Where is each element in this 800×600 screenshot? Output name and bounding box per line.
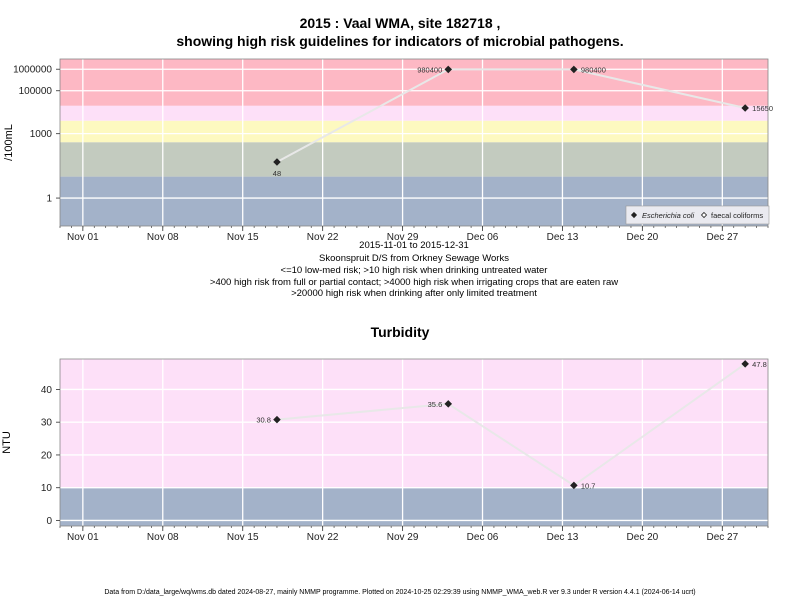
y-tick-label-2: 100000 bbox=[19, 86, 53, 97]
y-tick-label-3: 30 bbox=[41, 418, 53, 429]
legend-label-ecoli: Escherichia coli bbox=[642, 211, 694, 220]
data-point-3 bbox=[741, 360, 749, 368]
grid-lines bbox=[60, 59, 768, 226]
risk-band-4 bbox=[60, 59, 768, 106]
data-label-0: 48 bbox=[273, 169, 281, 178]
data-point-2 bbox=[570, 65, 578, 74]
legend-marker-faecal bbox=[700, 211, 708, 219]
turbidity-chart: Nov 01 Nov 08 Nov 15 Nov 22 Nov 29 Dec 06 Dec … bbox=[1, 358, 769, 543]
series-line-0 bbox=[276, 68, 746, 163]
y-tick-label-0: 0 bbox=[46, 516, 52, 527]
data-point-3 bbox=[741, 104, 749, 112]
caption-guideline-1: <=10 low-med risk; >10 high risk when dr… bbox=[280, 265, 548, 276]
data-label-3: 15650 bbox=[752, 104, 773, 113]
data-point-1 bbox=[444, 400, 453, 408]
grid-lines bbox=[60, 359, 768, 526]
y-tick-label-0: 1 bbox=[46, 194, 52, 205]
data-label-2: 980400 bbox=[581, 65, 606, 74]
y-tick-label-1: 10 bbox=[41, 483, 53, 494]
chart-title: 2015 : Vaal WMA, site 182718 , bbox=[299, 15, 501, 31]
x-tick-label-3: Nov 22 bbox=[307, 232, 339, 240]
y-axis: 1 1000 100000 1000000 bbox=[13, 65, 60, 205]
y-axis-label: NTU bbox=[1, 431, 13, 454]
x-tick-label-4: Nov 29 bbox=[387, 232, 419, 240]
data-label-0: 30.8 bbox=[256, 416, 271, 425]
legend: Escherichia coli faecal coliforms bbox=[625, 205, 770, 225]
x-tick-label-0: Nov 01 bbox=[67, 532, 99, 543]
y-tick-label-1: 1000 bbox=[30, 129, 53, 140]
risk-band-0 bbox=[60, 487, 768, 526]
y-tick-label-3: 1000000 bbox=[13, 65, 52, 76]
x-tick-label-7: Dec 20 bbox=[627, 232, 659, 240]
risk-band-3 bbox=[60, 105, 768, 121]
x-tick-label-1: Nov 08 bbox=[147, 532, 179, 543]
x-tick-label-2: Nov 15 bbox=[227, 232, 259, 240]
caption-site: Skoonspruit D/S from Orkney Sewage Works bbox=[319, 253, 509, 264]
y-axis: 0 10 20 30 40 bbox=[41, 385, 60, 527]
x-axis: Nov 01 Nov 08 Nov 15 Nov 22 Nov 29 Dec 06 Dec … bbox=[59, 526, 769, 543]
risk-band-2 bbox=[60, 120, 768, 143]
x-tick-label-6: Dec 13 bbox=[547, 232, 579, 240]
turbidity-title: Turbidity bbox=[370, 324, 430, 340]
y-tick-label-4: 40 bbox=[41, 385, 53, 396]
risk-band-1 bbox=[60, 142, 768, 177]
data-label-1: 35.6 bbox=[428, 400, 443, 409]
legend-marker-ecoli bbox=[630, 211, 638, 219]
data-point-1 bbox=[444, 65, 453, 74]
legend-label-faecal: faecal coliforms bbox=[711, 211, 763, 220]
y-tick-label-2: 20 bbox=[41, 450, 53, 461]
x-tick-label-8: Dec 27 bbox=[706, 532, 738, 543]
data-label-2: 10.7 bbox=[581, 481, 596, 490]
risk-band-1 bbox=[60, 359, 768, 488]
x-tick-label-5: Dec 06 bbox=[467, 532, 499, 543]
x-tick-label-0: Nov 01 bbox=[67, 232, 99, 240]
series-line-0 bbox=[276, 363, 746, 487]
data-label-1: 980400 bbox=[417, 65, 442, 74]
x-tick-label-1: Nov 08 bbox=[147, 232, 179, 240]
x-tick-label-4: Nov 29 bbox=[387, 532, 419, 543]
caption-guideline-2: >400 high risk from full or partial cont… bbox=[209, 277, 619, 288]
caption-date-range: 2015-11-01 to 2015-12-31 bbox=[359, 240, 469, 251]
caption-guideline-3: >20000 high risk when drinking after onl… bbox=[291, 288, 537, 299]
chart-subtitle: showing high risk guidelines for indicat… bbox=[176, 33, 624, 49]
footer-note: Data from D:/data_large/wq/wms.db dated … bbox=[104, 589, 696, 596]
data-label-3: 47.8 bbox=[752, 360, 767, 369]
data-point-2 bbox=[570, 481, 578, 490]
y-axis-label: /100mL bbox=[3, 124, 15, 161]
x-tick-label-3: Nov 22 bbox=[307, 532, 339, 543]
data-point-0 bbox=[273, 158, 281, 166]
x-tick-label-5: Dec 06 bbox=[467, 232, 499, 240]
microbial-chart: Nov 01 Nov 08 Nov 15 Nov 22 Nov 29 Dec 06 Dec … bbox=[3, 58, 773, 240]
x-tick-label-6: Dec 13 bbox=[547, 532, 579, 543]
x-tick-label-8: Dec 27 bbox=[706, 232, 738, 240]
x-axis: Nov 01 Nov 08 Nov 15 Nov 22 Nov 29 Dec 06 Dec … bbox=[59, 226, 769, 240]
x-tick-label-7: Dec 20 bbox=[627, 532, 659, 543]
legend-box bbox=[625, 205, 770, 225]
x-tick-label-2: Nov 15 bbox=[227, 532, 259, 543]
data-point-0 bbox=[273, 415, 281, 424]
